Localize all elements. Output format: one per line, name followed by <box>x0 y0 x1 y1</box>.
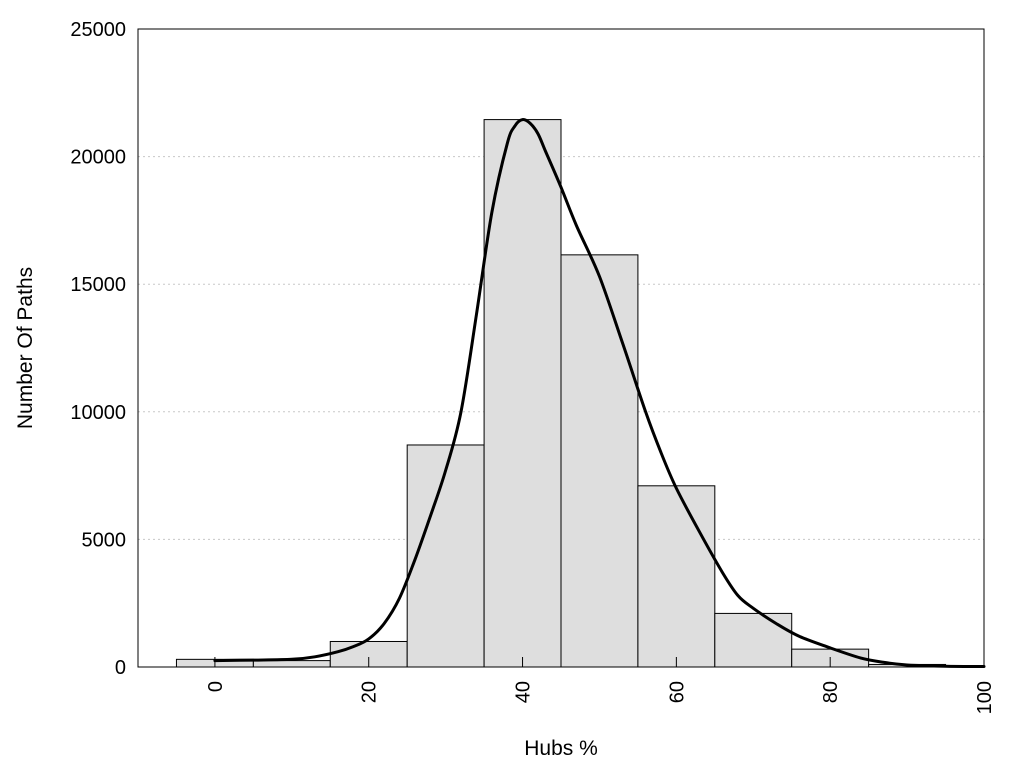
y-tick-label: 10000 <box>70 402 126 424</box>
histogram-bar <box>715 613 792 667</box>
x-tick-label: 100 <box>974 681 996 714</box>
histogram-bar <box>407 445 484 667</box>
histogram-bar <box>253 661 330 667</box>
x-tick-label: 80 <box>820 681 842 703</box>
x-tick-label: 0 <box>205 681 227 692</box>
x-axis-title: Hubs % <box>524 737 598 760</box>
histogram-bar <box>484 120 561 667</box>
x-tick-label: 40 <box>513 681 535 703</box>
y-tick-label: 25000 <box>70 19 126 41</box>
y-axis-title: Number Of Paths <box>14 267 37 429</box>
y-tick-label: 20000 <box>70 147 126 169</box>
y-tick-label: 15000 <box>70 274 126 296</box>
histogram-bar <box>561 255 638 667</box>
x-tick-label: 20 <box>359 681 381 703</box>
y-tick-label: 5000 <box>82 529 127 551</box>
y-tick-label: 0 <box>115 657 126 679</box>
histogram-bar <box>638 486 715 667</box>
bars-layer <box>176 120 945 667</box>
x-tick-label: 60 <box>666 681 688 703</box>
